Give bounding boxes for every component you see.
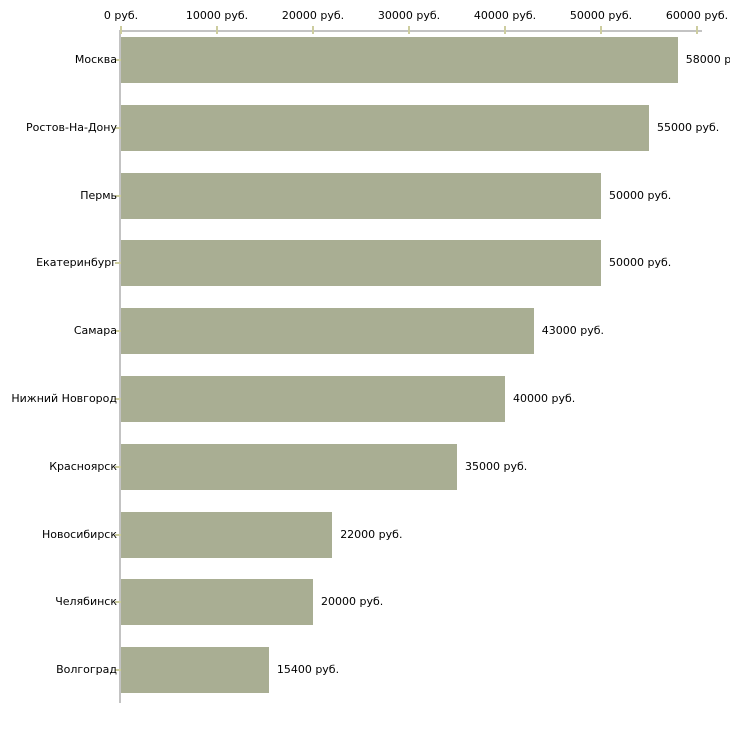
- bar-value-label: 58000 р: [685, 53, 730, 66]
- x-axis-tick: [408, 26, 410, 34]
- bar: [121, 172, 601, 219]
- category-tick: [115, 262, 121, 265]
- bar: [121, 579, 313, 626]
- x-axis-line: [119, 30, 702, 32]
- bar: [121, 511, 333, 558]
- category-label: Самара: [73, 324, 117, 338]
- bar: [121, 647, 269, 694]
- category-label: Москва: [74, 53, 117, 66]
- x-axis-tick: [120, 26, 122, 34]
- x-axis-tick: [504, 26, 506, 34]
- category-tick: [115, 669, 121, 672]
- bar: [121, 104, 649, 151]
- category-tick: [115, 126, 121, 129]
- category-label: Новосибирск: [41, 527, 117, 541]
- bar-value-label: 35000 руб.: [465, 459, 528, 473]
- x-axis-tick-label: 30000 руб.: [377, 9, 441, 22]
- category-tick: [115, 465, 121, 468]
- x-axis-tick-label: 10000 руб.: [185, 9, 249, 22]
- bar-value-label: 50000 руб.: [609, 188, 672, 202]
- bar: [121, 37, 678, 83]
- category-label: Нижний Новгород: [11, 392, 117, 405]
- bar-value-label: 22000 руб.: [340, 527, 403, 541]
- bar-value-label: 20000 руб.: [321, 595, 384, 609]
- y-axis-line: [119, 30, 121, 703]
- category-tick: [115, 194, 121, 197]
- x-axis-tick-label: 0 руб.: [103, 9, 139, 22]
- category-tick: [115, 533, 121, 536]
- bar-value-label: 55000 руб.: [657, 120, 720, 134]
- x-axis-tick-label: 40000 руб.: [473, 9, 537, 22]
- category-label: Челябинск: [55, 595, 117, 609]
- x-axis-tick: [216, 26, 218, 34]
- x-axis-tick: [312, 26, 314, 34]
- category-tick: [115, 330, 121, 333]
- bar: [121, 376, 505, 422]
- x-axis-tick-label: 60000 руб.: [665, 9, 729, 22]
- category-label: Екатеринбург: [36, 256, 117, 270]
- category-label: Красноярск: [49, 459, 117, 473]
- bar: [121, 308, 534, 355]
- category-label: Волгоград: [56, 663, 117, 677]
- x-axis-tick: [600, 26, 602, 34]
- category-label: Ростов-На-Дону: [25, 120, 117, 134]
- bar-value-label: 43000 руб.: [541, 324, 605, 338]
- bar: [121, 443, 457, 490]
- category-tick: [115, 601, 121, 604]
- bar-value-label: 15400 руб.: [276, 663, 340, 677]
- category-tick: [115, 59, 121, 61]
- category-tick: [115, 398, 121, 400]
- x-axis-tick-label: 50000 руб.: [569, 9, 633, 22]
- bar-value-label: 40000 руб.: [513, 392, 576, 405]
- bar-value-label: 50000 руб.: [609, 256, 672, 270]
- x-axis-tick: [696, 26, 698, 34]
- category-label: Пермь: [80, 188, 117, 202]
- x-axis-tick-label: 20000 руб.: [281, 9, 345, 22]
- bar: [121, 240, 601, 287]
